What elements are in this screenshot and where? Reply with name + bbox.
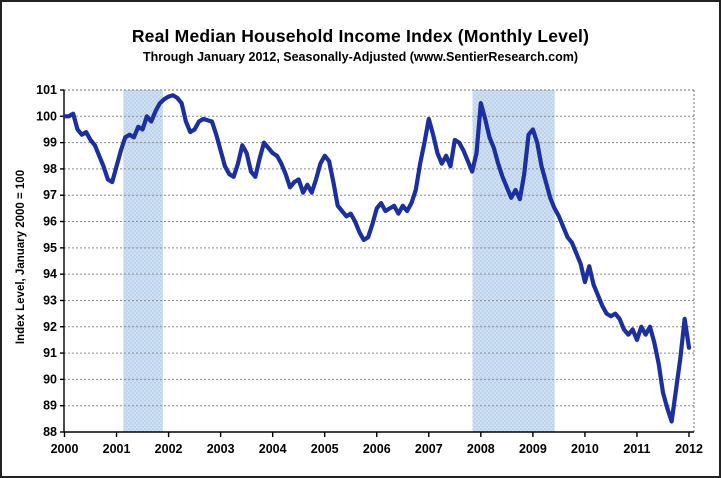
y-tick-labels: 88 89 90 91 92 93 94 95 96 97 98 99 100 101 — [36, 83, 64, 439]
recession-band — [472, 90, 555, 432]
y-tick-label: 89 — [43, 399, 57, 413]
y-tick-label: 99 — [43, 136, 57, 150]
y-tick-label: 98 — [43, 162, 57, 176]
y-tick-label: 90 — [43, 372, 57, 386]
y-tick-label: 92 — [43, 320, 57, 334]
y-axis-label: Index Level, January 2000 = 100 — [15, 169, 27, 345]
x-tick-label: 2006 — [363, 442, 391, 456]
chart-title: Real Median Household Income Index (Mont… — [131, 26, 590, 46]
x-tick-label: 2001 — [103, 442, 131, 456]
y-tick-label: 100 — [36, 109, 57, 123]
x-tick-label: 2005 — [311, 442, 339, 456]
recession-bands — [123, 90, 555, 432]
y-tick-label: 97 — [43, 188, 57, 202]
x-tick-label: 2004 — [259, 442, 287, 456]
income-index-series-line — [62, 93, 692, 424]
x-tick-label: 2011 — [623, 442, 650, 456]
x-tick-label: 2010 — [571, 442, 599, 456]
x-tick-label: 2003 — [207, 442, 235, 456]
y-tick-label: 95 — [43, 241, 57, 255]
chart-subtitle: Through January 2012, Seasonally-Adjuste… — [142, 50, 579, 64]
y-tick-label: 88 — [43, 425, 57, 439]
x-tick-label: 2000 — [51, 442, 79, 456]
y-tick-label: 93 — [43, 293, 57, 307]
x-tick-label: 2007 — [415, 442, 443, 456]
x-tick-labels: 2000 2001 2002 2003 2004 2005 2006 2007 2008 2009… — [51, 432, 703, 456]
y-tick-label: 91 — [43, 346, 57, 360]
y-tick-label: 96 — [43, 215, 57, 229]
y-tick-label: 94 — [43, 267, 57, 281]
recession-band — [123, 90, 163, 432]
x-tick-label: 2012 — [675, 442, 703, 456]
x-tick-label: 2008 — [467, 442, 495, 456]
x-tick-label: 2009 — [519, 442, 547, 456]
y-tick-label: 101 — [36, 83, 57, 97]
x-tick-label: 2002 — [155, 442, 183, 456]
